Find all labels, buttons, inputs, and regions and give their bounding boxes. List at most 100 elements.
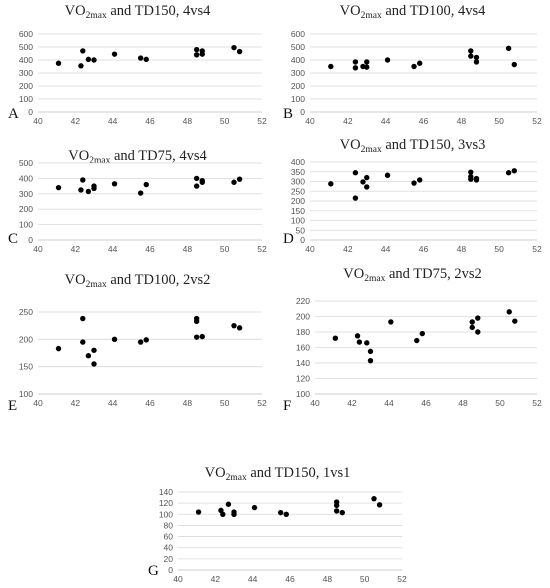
x-tick-label: 40 (305, 116, 315, 126)
x-tick-label: 46 (419, 244, 429, 254)
data-point (328, 181, 334, 187)
data-point (384, 57, 391, 63)
chart-title: VO2max and TD75, 2vs2 (343, 266, 482, 284)
data-point (414, 337, 420, 344)
data-point (469, 324, 475, 331)
y-tick-label: 300 (291, 68, 305, 78)
data-point (55, 184, 62, 191)
data-point (468, 176, 474, 182)
x-tick-label: 40 (310, 398, 320, 408)
y-tick-label: 100 (296, 389, 310, 399)
data-point (505, 45, 512, 51)
y-tick-label: 150 (291, 206, 305, 216)
chart-panel-a: VO2max and TD150, 4vs4 A 0 100 200 300 400 50… (0, 0, 275, 130)
scatter-plot: 100 150 200 250 40 42 44 46 48 50 52 (19, 307, 267, 408)
data-point (339, 509, 345, 516)
y-tick-label: 100 (19, 389, 33, 399)
y-tick-label: 80 (164, 520, 174, 530)
y-tick-label: 0 (300, 107, 305, 117)
data-point (511, 61, 517, 68)
x-tick-label: 44 (108, 244, 118, 254)
data-point (143, 181, 149, 188)
y-tick-label: 180 (296, 327, 310, 337)
x-tick-label: 44 (381, 244, 391, 254)
data-point (111, 181, 118, 187)
chart-title: VO2max and TD150, 4vs4 (64, 3, 211, 21)
scatter-plot: 0 100 200 300 400 500 600 40 42 44 46 48 50 52 (291, 29, 542, 126)
y-tick-label: 120 (296, 374, 310, 384)
x-tick-label: 50 (494, 244, 504, 254)
data-point (91, 185, 97, 192)
data-point (364, 64, 370, 70)
data-point (199, 179, 205, 185)
x-tick-label: 40 (33, 244, 43, 254)
data-point (352, 195, 359, 201)
y-tick-label: 100 (291, 94, 305, 104)
y-tick-label: 200 (296, 312, 310, 322)
data-point (231, 44, 237, 51)
x-tick-label: 44 (248, 574, 258, 584)
x-tick-label: 42 (343, 244, 353, 254)
data-point (91, 361, 97, 367)
y-tick-label: 300 (19, 189, 33, 199)
chart-panel-c: VO2max and TD75, 4vs4 C 0 100 200 300 400 500… (0, 145, 275, 255)
data-point (111, 336, 118, 343)
scatter-plot: 0 100 200 300 400 500 40 42 44 46 48 50 52 (19, 158, 267, 254)
data-point (388, 319, 394, 325)
data-point (384, 172, 391, 178)
data-point (473, 59, 480, 65)
y-tick-label: 300 (19, 68, 33, 78)
data-point (371, 495, 377, 502)
x-tick-label: 46 (421, 398, 431, 408)
x-tick-label: 48 (183, 244, 193, 254)
x-tick-label: 46 (285, 574, 295, 584)
y-tick-label: 100 (159, 509, 173, 519)
scatter-plot: 0 100 200 300 400 500 600 40 42 44 46 48 50 52 (19, 29, 267, 126)
y-tick-label: 600 (291, 29, 305, 39)
panel-letter: D (283, 231, 294, 247)
data-point (417, 60, 423, 66)
data-point (80, 315, 86, 322)
y-tick-label: 250 (19, 307, 33, 317)
data-point (468, 53, 474, 59)
data-point (143, 56, 149, 63)
data-point (469, 319, 475, 325)
data-point (364, 340, 370, 346)
data-point (55, 60, 62, 66)
y-tick-label: 600 (19, 29, 33, 39)
data-point (80, 48, 86, 54)
chart-title: VO2max and TD75, 4vs4 (68, 148, 207, 166)
chart-panel-d: VO2max and TD150, 3vs3 D 0 50 100 150 200 250… (275, 137, 550, 255)
y-tick-label: 160 (296, 343, 310, 353)
x-tick-label: 52 (257, 244, 267, 254)
data-point (332, 335, 339, 341)
data-point (193, 334, 200, 340)
y-tick-label: 100 (19, 94, 33, 104)
data-point (78, 187, 84, 193)
data-point (411, 180, 417, 186)
y-tick-label: 200 (291, 81, 305, 91)
y-tick-label: 300 (291, 177, 305, 187)
x-tick-label: 42 (71, 244, 81, 254)
x-tick-label: 52 (257, 398, 267, 408)
y-tick-label: 200 (291, 196, 305, 206)
data-point (231, 322, 237, 329)
data-point (506, 309, 512, 315)
x-tick-label: 48 (457, 116, 467, 126)
x-tick-label: 46 (419, 116, 429, 126)
x-tick-label: 40 (33, 398, 43, 408)
x-tick-label: 50 (220, 116, 230, 126)
y-tick-label: 140 (159, 487, 173, 497)
data-point (364, 59, 370, 65)
data-point (283, 511, 289, 517)
data-point (85, 353, 92, 359)
data-point (225, 501, 232, 507)
x-tick-label: 40 (33, 116, 43, 126)
y-tick-label: 100 (291, 216, 305, 226)
x-tick-label: 40 (305, 244, 315, 254)
x-tick-label: 50 (495, 398, 505, 408)
panel-letter: B (283, 106, 294, 122)
x-tick-label: 44 (108, 116, 118, 126)
data-point (193, 46, 200, 53)
